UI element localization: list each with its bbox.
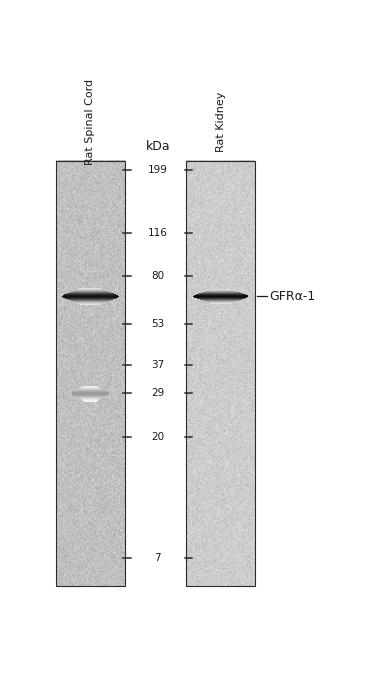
Text: 53: 53	[151, 318, 164, 329]
Text: 20: 20	[151, 431, 164, 442]
Text: 29: 29	[151, 388, 164, 399]
Text: 7: 7	[154, 554, 161, 563]
Bar	[56, 161, 125, 587]
Text: 116: 116	[148, 228, 168, 237]
Text: Rat Spinal Cord: Rat Spinal Cord	[86, 79, 95, 165]
Text: GFRα-1: GFRα-1	[269, 290, 315, 303]
Text: 199: 199	[148, 165, 168, 175]
Bar	[187, 161, 255, 587]
Text: 37: 37	[151, 360, 164, 370]
Text: Rat Kidney: Rat Kidney	[216, 92, 226, 152]
Text: 80: 80	[151, 271, 164, 281]
Text: kDa: kDa	[146, 140, 170, 153]
